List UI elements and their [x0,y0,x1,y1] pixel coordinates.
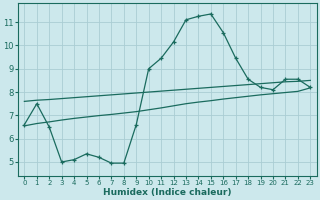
X-axis label: Humidex (Indice chaleur): Humidex (Indice chaleur) [103,188,232,197]
